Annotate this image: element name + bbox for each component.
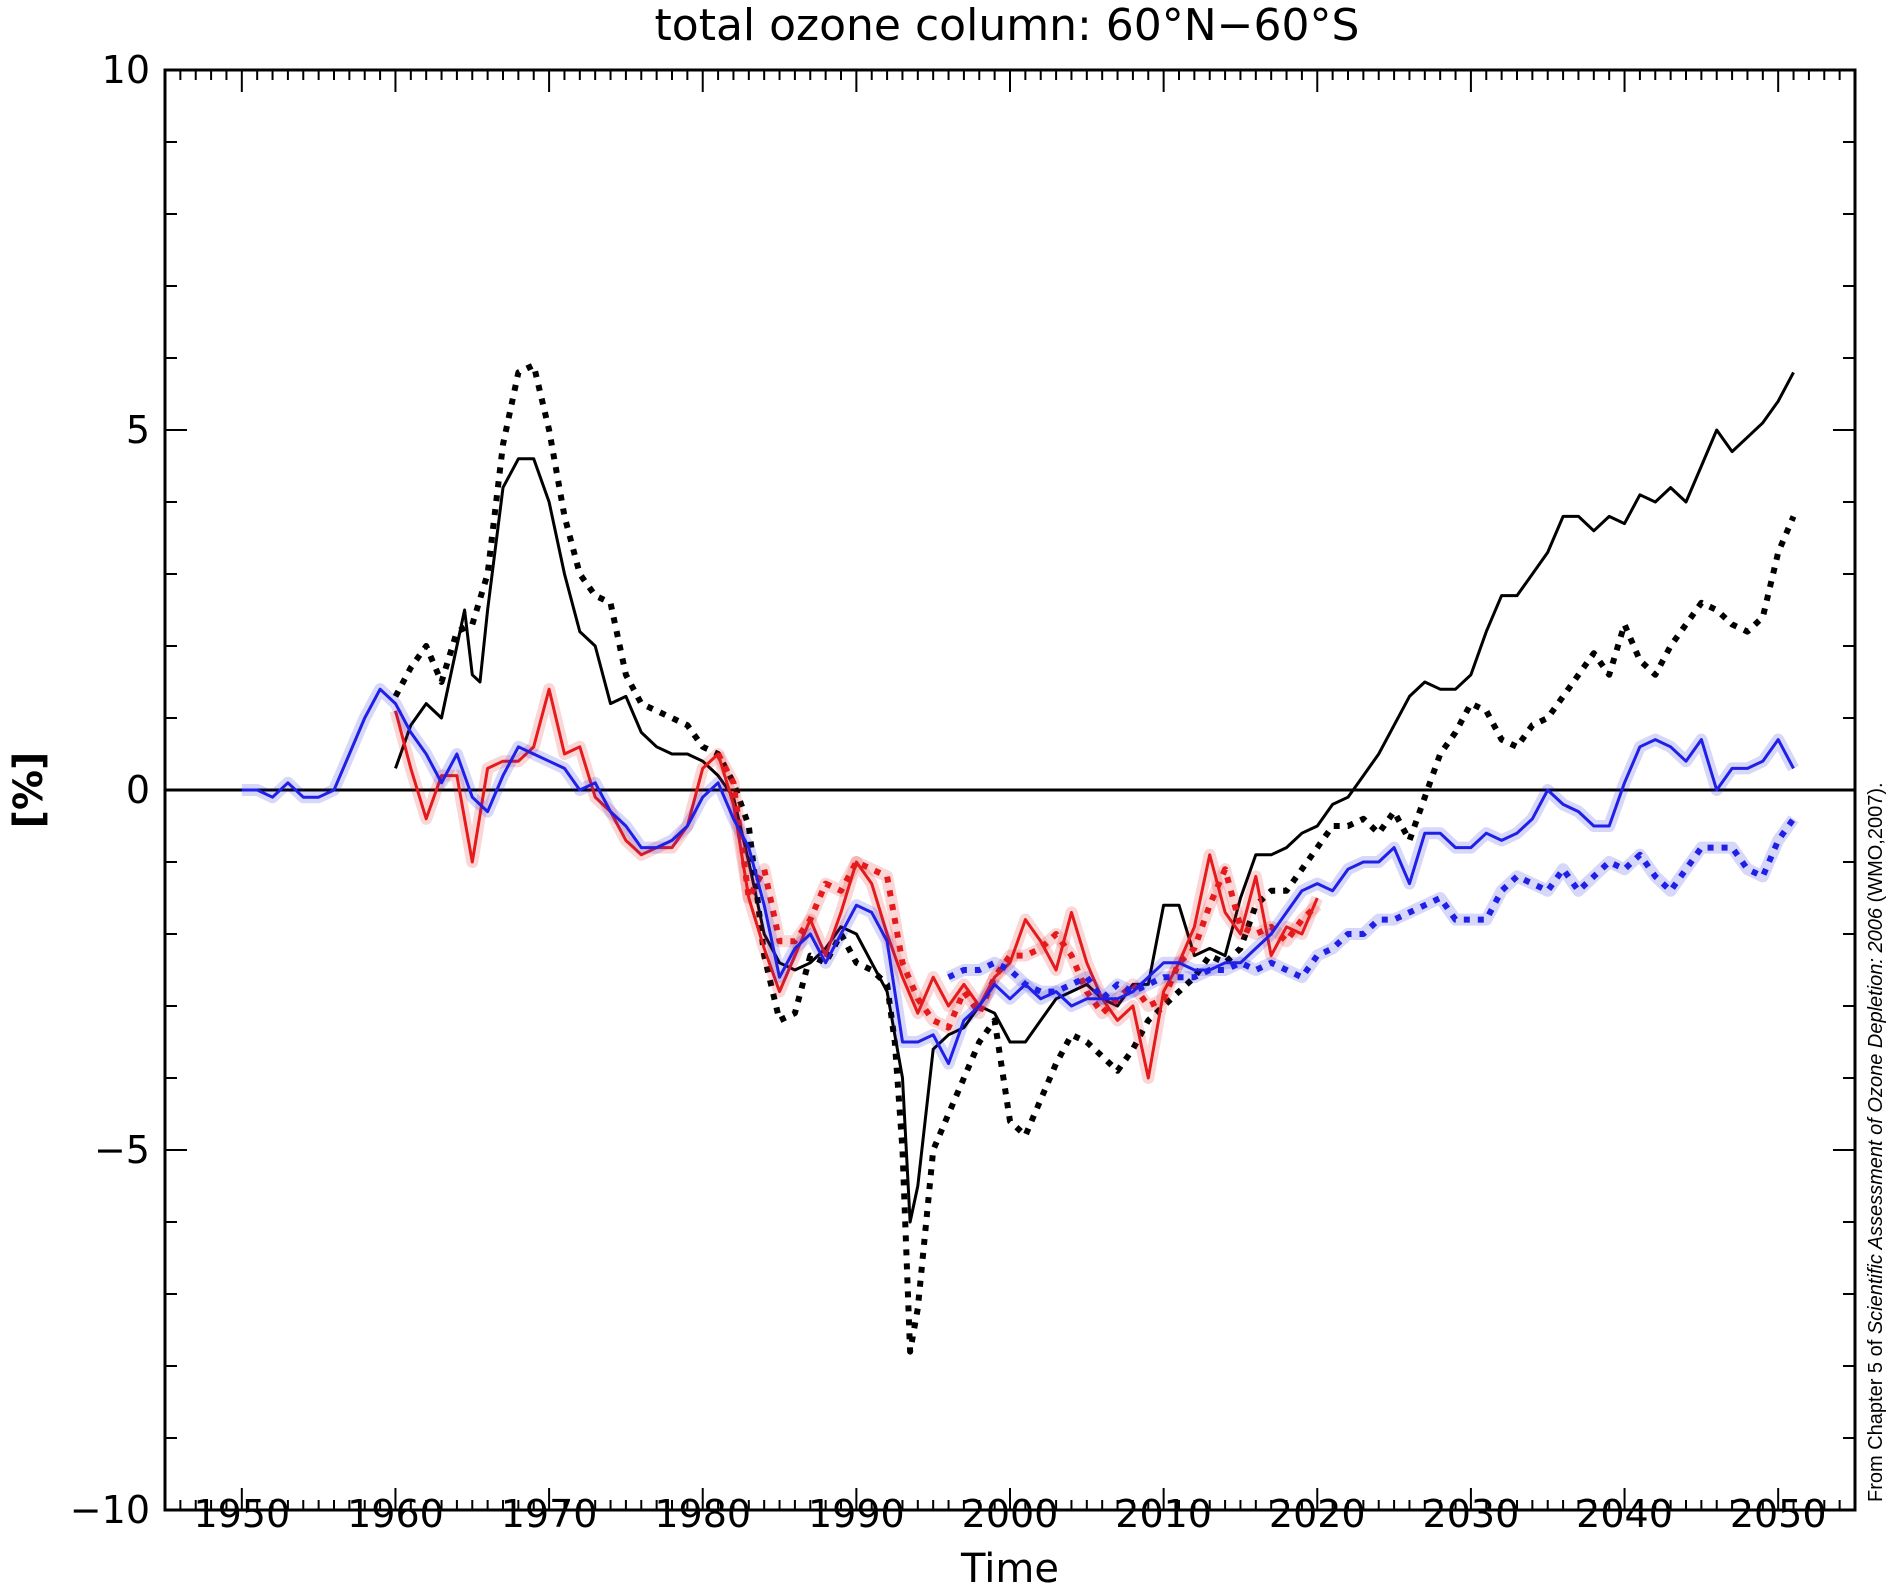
x-tick-label: 1980 [654,1492,751,1536]
y-tick-label: 0 [126,768,150,812]
series-2-line [394,687,1319,1080]
y-tick-label: 5 [126,408,150,452]
x-tick-label: 2010 [1115,1492,1212,1536]
axis-ticks [164,69,1856,1511]
x-tick-label: 2000 [962,1492,1059,1536]
tick-labels: 1950 1960 1970 1980 1990 2000 2010 2020 2030 2040… [70,48,1827,1536]
x-tick-label: 1970 [501,1492,598,1536]
x-tick-label: 1950 [193,1492,290,1536]
y-tick-label: −10 [70,1488,150,1532]
series-5-line [947,817,1796,1002]
y-tick-label: 10 [102,48,150,92]
x-tick-label: 2020 [1269,1492,1366,1536]
y-tick-label: −5 [94,1128,150,1172]
x-tick-label: 1960 [347,1492,444,1536]
credit-title: Scientific Assessment of Ozone Depletion… [1865,907,1887,1334]
series-1-line [392,362,1797,1355]
series-3-line [715,752,1320,1031]
x-axis-title: Time [960,1546,1059,1588]
x-tick-label: 2040 [1576,1492,1673,1536]
chart-title: total ozone column: 60°N−60°S [655,0,1360,51]
series-0-line [394,371,1795,1224]
series-layer [241,362,1799,1355]
x-tick-label: 1990 [808,1492,905,1536]
x-tick-label: 2050 [1730,1492,1827,1536]
credit-prefix: From Chapter 5 of [1865,1334,1887,1502]
source-credit: From Chapter 5 of Scientific Assessment … [1865,782,1887,1502]
series-4-line [241,687,1795,1066]
y-axis-title: [%] [6,752,52,829]
x-tick-label: 2030 [1423,1492,1520,1536]
credit-suffix: (WMO,2007). [1865,782,1887,908]
